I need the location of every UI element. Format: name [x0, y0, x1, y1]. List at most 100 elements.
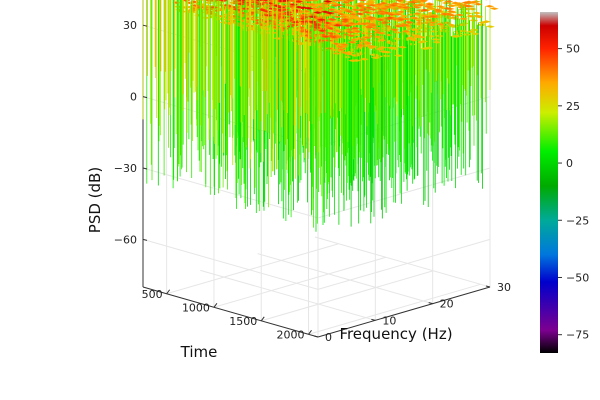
surface-cell	[420, 47, 431, 50]
surface-cell	[355, 43, 366, 47]
surface-cell	[462, 4, 473, 8]
surface-cell	[312, 11, 323, 14]
surface-cell	[433, 9, 444, 13]
surface-cell	[328, 35, 339, 39]
surface-cell	[388, 3, 398, 7]
surface-cell	[374, 3, 384, 6]
surface-cell	[344, 10, 354, 13]
surface-cell	[477, 21, 488, 24]
surface-cell	[408, 0, 418, 4]
surface-cell	[365, 26, 375, 29]
surface-cell	[335, 30, 346, 34]
surface-cell	[377, 46, 388, 49]
surface-cell	[336, 48, 346, 51]
surface-cell	[348, 59, 358, 63]
surface-cell	[412, 12, 423, 15]
surface-cell	[346, 30, 356, 34]
surface-cell	[323, 0, 333, 3]
surface-cell	[485, 25, 496, 28]
z-tick-label: −30	[114, 162, 137, 175]
surface-cell	[303, 6, 314, 10]
surface-cell	[317, 29, 327, 33]
surface-cell	[400, 6, 411, 9]
surface-cell	[396, 10, 406, 14]
colorbar-tick-label: 0	[566, 157, 573, 170]
surface-cell	[307, 3, 317, 6]
surface-cell	[379, 7, 390, 11]
surface-cell	[325, 11, 335, 15]
surface-cell	[382, 11, 392, 15]
surface-cell	[393, 24, 403, 28]
x-tick-label: 20	[440, 298, 454, 311]
surface-cell	[404, 21, 415, 24]
surface-cell	[465, 14, 476, 18]
surface-cell	[386, 46, 396, 50]
x-axis-label: Frequency (Hz)	[339, 325, 452, 343]
surface-cell	[373, 30, 383, 34]
surface-cell	[359, 22, 369, 26]
surface-cell	[442, 7, 453, 10]
surface-cell	[418, 0, 428, 3]
surface-cell	[372, 35, 383, 39]
surface-cell	[271, 4, 282, 8]
surface-cell	[398, 3, 409, 7]
colorbar: −75 −50 −25 0 25 50	[540, 12, 589, 353]
surface-cell	[294, 0, 304, 3]
surface-cell	[419, 8, 430, 12]
surface-cell	[423, 5, 434, 9]
surface-cell	[339, 43, 350, 47]
surface-cell	[390, 28, 400, 32]
grid-line-z	[142, 238, 491, 290]
surface-cell	[361, 10, 372, 14]
surface-cell	[378, 1, 389, 5]
surface-cell	[380, 20, 390, 24]
surface-cell	[327, 18, 337, 21]
y-tick-label: 1000	[182, 301, 210, 314]
surface-cell	[336, 12, 346, 16]
z-tick-mark	[142, 167, 148, 170]
surface-cell	[365, 17, 376, 21]
surface-cell	[255, 2, 266, 6]
surface-cell	[190, 4, 200, 7]
surface-cell	[359, 57, 369, 61]
surface-cell	[428, 15, 438, 19]
surface-cell	[444, 0, 454, 3]
surface-cell	[401, 29, 411, 33]
surface-cell	[362, 36, 373, 39]
colorbar-tick-label: −75	[566, 329, 589, 342]
surface-cell	[321, 35, 331, 38]
surface-cell	[303, 0, 313, 2]
surface-cell	[347, 40, 357, 44]
surface-cell	[405, 36, 415, 40]
surface-cell	[474, 15, 484, 19]
colorbar-tick-label: 50	[566, 43, 580, 56]
surface-cell	[385, 16, 395, 20]
grid-line-z	[142, 167, 491, 219]
z-tick-label: −60	[114, 233, 137, 246]
surface-cell	[451, 35, 461, 38]
surface-cell	[361, 43, 372, 46]
surface-cell	[363, 41, 373, 45]
surface-cell	[334, 0, 342, 2]
surface-cell	[439, 12, 450, 16]
surface-cell	[432, 40, 442, 44]
x-tick-label: 10	[382, 314, 396, 327]
surface-cell	[298, 20, 309, 24]
surface-cell	[347, 22, 357, 25]
z-tick-label: 30	[123, 19, 137, 32]
y-axis-label: Time	[180, 343, 218, 361]
x-tick-mark	[428, 302, 433, 305]
colorbar-tick-label: −25	[566, 214, 589, 227]
surface-cell	[334, 3, 345, 7]
surface-cell	[375, 18, 386, 22]
surface-cell	[342, 24, 353, 28]
surface-cell	[410, 0, 419, 2]
surface-cell	[366, 16, 376, 19]
y-axis-line	[142, 286, 319, 338]
x-axis-line	[317, 286, 491, 338]
surface-cell	[321, 2, 331, 5]
surface-cell	[409, 38, 419, 42]
x-tick-label: 0	[325, 331, 332, 344]
z-tick-label: 0	[130, 91, 137, 104]
surface-cell	[336, 6, 347, 10]
